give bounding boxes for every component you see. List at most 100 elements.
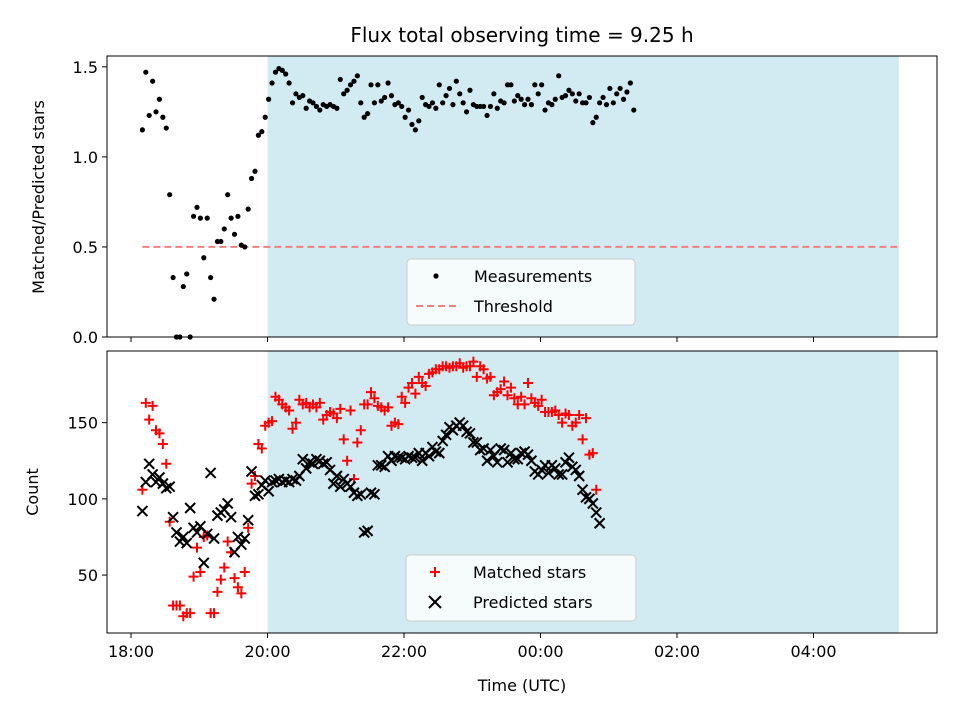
measurement-point [494, 105, 500, 111]
predicted-star-point [136, 505, 149, 517]
measurement-point [603, 102, 610, 108]
y-tick-label: 0.5 [73, 238, 98, 257]
matched-star-point [413, 371, 424, 382]
measurement-point [388, 93, 395, 99]
measurement-point [170, 274, 176, 281]
measurement-point [163, 125, 169, 131]
predicted-star-point [570, 464, 582, 476]
predicted-star-point [587, 497, 599, 510]
matched-star-point [471, 371, 482, 382]
predicted-star-point [303, 456, 316, 468]
matched-star-point [246, 478, 257, 489]
measurement-point [399, 103, 405, 110]
matched-star-point [188, 571, 199, 582]
measurement-point [457, 91, 463, 97]
measurement-point [610, 100, 616, 106]
matched-star-point [331, 413, 342, 424]
measurement-point [532, 82, 538, 88]
measurement-point [535, 91, 541, 97]
predicted-star-point [501, 456, 514, 468]
predicted-star-point [498, 444, 510, 456]
measurement-point [436, 82, 442, 88]
matched-star-point [222, 536, 233, 547]
top-panel-y-axis-label: Matched/Predicted stars [29, 100, 48, 294]
legend-box [406, 258, 636, 326]
matched-star-point [509, 393, 520, 404]
measurement-point [351, 78, 357, 84]
matched-star-point [581, 413, 591, 424]
predicted-star-point [552, 468, 565, 481]
y-tick-label: 50 [78, 566, 98, 585]
top-panel: 0.0 0.5 1.0 1.5 Measurements Threshold [73, 55, 938, 347]
matched-star-point [570, 417, 581, 428]
measurement-point [521, 102, 528, 108]
measurement-point [242, 244, 248, 250]
predicted-star-point [375, 459, 387, 472]
predicted-star-point [368, 488, 381, 500]
measurement-point [450, 102, 456, 108]
measurement-point [600, 94, 606, 101]
measurement-point [334, 105, 340, 111]
matched-star-point [362, 399, 373, 410]
measurement-point [317, 107, 323, 113]
predicted-star-point [300, 462, 312, 475]
measurement-point [283, 71, 289, 77]
measurement-point [347, 82, 354, 88]
y-tick-label: 100 [67, 490, 98, 509]
matched-star-point [209, 608, 220, 619]
measurement-point [549, 102, 555, 108]
predicted-star-point [423, 450, 435, 462]
matched-star-point [369, 393, 380, 404]
measurement-point [593, 114, 599, 120]
matched-star-point [485, 371, 496, 382]
matched-star-point [393, 419, 404, 430]
predicted-star-point [440, 429, 452, 441]
matched-star-point [400, 397, 411, 408]
measurement-point [463, 109, 470, 115]
measurement-point [184, 271, 190, 277]
measurement-point [303, 105, 309, 111]
predicted-star-point [266, 476, 278, 488]
predicted-star-point [416, 455, 428, 467]
measurement-point [337, 76, 343, 83]
x-tick-label: 22:00 [381, 642, 427, 661]
measurement-point [467, 87, 473, 93]
predicted-star-point [249, 490, 261, 502]
measurement-point [160, 114, 166, 120]
predicted-star-point [593, 517, 606, 529]
matched-star-point [557, 417, 568, 428]
x-tick-label: 18:00 [108, 642, 154, 661]
chart-title: Flux total observing time = 9.25 h [350, 23, 693, 47]
bottom-axes-frame [106, 350, 938, 634]
matched-star-point [502, 390, 513, 401]
matched-star-point [383, 402, 394, 413]
measurement-point [368, 82, 374, 88]
top-axes-frame [106, 55, 938, 338]
legend-label: Threshold [473, 297, 553, 316]
measurement-point [416, 118, 422, 124]
measurement-point [518, 96, 524, 102]
predicted-star-point [433, 447, 445, 459]
matched-star-point [536, 394, 547, 405]
predicted-star-point [590, 506, 602, 519]
matched-star-point [161, 458, 172, 469]
measurement-point [583, 100, 589, 106]
x-tick-label: 00:00 [517, 642, 563, 661]
predicted-star-point [167, 511, 179, 523]
series-measurements [139, 66, 637, 340]
measurement-point [440, 100, 446, 106]
predicted-star-point [242, 514, 254, 526]
predicted-star-point [181, 537, 193, 549]
matched-star-point [140, 397, 151, 408]
predicted-star-point [525, 455, 538, 467]
matched-star-point [505, 382, 516, 393]
matched-star-point [144, 414, 155, 425]
measurement-point [194, 204, 200, 210]
matched-star-point [147, 400, 158, 411]
predicted-star-point [358, 526, 370, 539]
matched-star-point [256, 443, 267, 454]
measurement-point [313, 103, 320, 110]
measurement-point [617, 85, 623, 92]
measurement-point [259, 129, 265, 135]
